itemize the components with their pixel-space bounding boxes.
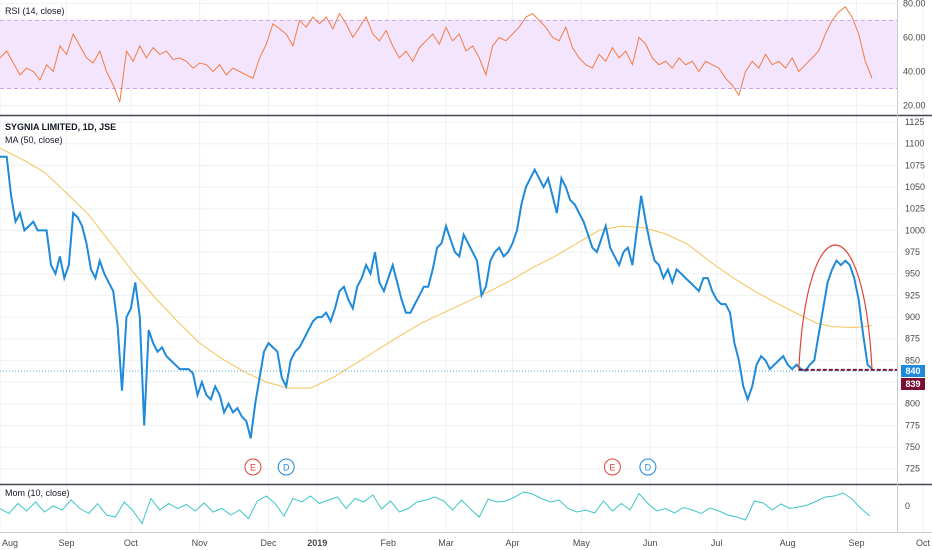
rounding-top-arc bbox=[798, 244, 873, 370]
event-marker-circle bbox=[603, 458, 621, 476]
time-tick-label: Sep bbox=[59, 538, 75, 548]
time-tick-label: Dec bbox=[260, 538, 277, 548]
panel-dividers bbox=[0, 0, 932, 533]
event-marker-circle bbox=[639, 458, 657, 476]
price-tick-label: 775 bbox=[905, 420, 920, 430]
event-marker-circle bbox=[277, 458, 295, 476]
price-tick-label: 1075 bbox=[905, 160, 925, 170]
price-tick-label: 975 bbox=[905, 247, 920, 257]
price-tick-label: 850 bbox=[905, 355, 920, 365]
price-tick-label: 750 bbox=[905, 442, 920, 452]
momentum-line bbox=[0, 491, 871, 525]
time-tick-label: Aug bbox=[780, 538, 796, 548]
price-tick-label: 1050 bbox=[905, 182, 925, 192]
price-axes: 80.00 60.00 40.00 20.00 1125 1100 1075 1050 1025… bbox=[903, 0, 926, 511]
price-tick-label: 1100 bbox=[905, 139, 924, 149]
event-marker-letter: D bbox=[283, 463, 290, 473]
price-tick-label: 800 bbox=[905, 399, 920, 409]
pattern-price-tag bbox=[901, 378, 925, 390]
event-marker-letter: D bbox=[645, 463, 652, 473]
momentum-tick-label: 0 bbox=[905, 501, 910, 511]
time-tick-label: Jun bbox=[643, 538, 658, 548]
event-marker-circle bbox=[244, 458, 262, 476]
rsi-tick-label: 40.00 bbox=[903, 66, 926, 76]
price-tick-label: 1025 bbox=[905, 204, 925, 214]
rsi-tick-label: 60.00 bbox=[903, 32, 926, 42]
rsi-panel-label: RSI (14, close) bbox=[5, 6, 65, 16]
rsi-tick-label: 20.00 bbox=[903, 100, 926, 110]
momentum-panel-label: Mom (10, close) bbox=[5, 488, 70, 498]
price-tick-label: 900 bbox=[905, 312, 920, 322]
rsi-tick-label: 80.00 bbox=[903, 0, 926, 8]
rsi-line bbox=[0, 6, 873, 103]
price-tick-label: 925 bbox=[905, 290, 920, 300]
time-tick-label: Jul bbox=[711, 538, 723, 548]
time-tick-label: Aug bbox=[2, 538, 18, 548]
time-tick-label: May bbox=[573, 538, 591, 548]
time-tick-label: Mar bbox=[438, 538, 454, 548]
event-marker-letter: E bbox=[250, 463, 256, 473]
price-tick-label: 1125 bbox=[905, 117, 924, 127]
price-tick-label: 950 bbox=[905, 269, 920, 279]
symbol-title: SYGNIA LIMITED, 1D, JSE bbox=[5, 122, 116, 132]
time-tick-label: 2019 bbox=[307, 538, 327, 548]
event-marker-letter: E bbox=[609, 463, 615, 473]
moving-average-line bbox=[0, 147, 873, 389]
price-tick-label: 1000 bbox=[905, 225, 925, 235]
time-tick-label: Nov bbox=[192, 538, 209, 548]
pattern-price-tag-text: 839 bbox=[905, 379, 920, 389]
ma-label: MA (50, close) bbox=[5, 135, 63, 145]
rsi-band bbox=[0, 20, 897, 89]
time-tick-label: Oct bbox=[124, 538, 139, 548]
time-tick-label: Apr bbox=[506, 538, 520, 548]
price-tick-label: 725 bbox=[905, 464, 920, 474]
last-price-tag bbox=[901, 365, 925, 377]
price-tick-label: 875 bbox=[905, 334, 920, 344]
time-tick-label: Feb bbox=[381, 538, 397, 548]
time-tick-label: Sep bbox=[848, 538, 864, 548]
time-tick-label: Oct bbox=[916, 538, 931, 548]
time-axis: Aug Sep Oct Nov Dec 2019 Feb Mar Apr May Jun Jul Aug… bbox=[2, 538, 931, 548]
last-price-tag-text: 840 bbox=[905, 366, 920, 376]
price-line bbox=[0, 155, 873, 439]
